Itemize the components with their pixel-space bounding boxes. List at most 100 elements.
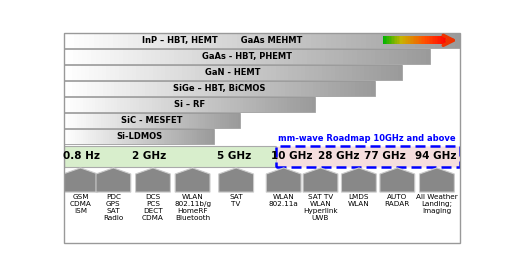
Bar: [64, 97, 315, 112]
Bar: [143, 113, 146, 128]
Bar: [433, 36, 435, 44]
Bar: [103, 129, 105, 144]
Bar: [445, 33, 450, 48]
Bar: [130, 97, 133, 112]
Bar: [390, 65, 394, 80]
Bar: [166, 129, 167, 144]
Bar: [106, 65, 110, 80]
Bar: [246, 81, 250, 96]
Bar: [332, 81, 336, 96]
Bar: [99, 113, 101, 128]
Bar: [301, 65, 305, 80]
Bar: [90, 113, 92, 128]
Bar: [132, 129, 133, 144]
Bar: [141, 113, 143, 128]
Bar: [124, 97, 127, 112]
Bar: [309, 65, 314, 80]
Bar: [73, 49, 78, 64]
Bar: [161, 65, 166, 80]
Bar: [102, 97, 105, 112]
Bar: [180, 113, 183, 128]
Bar: [198, 33, 202, 48]
Bar: [288, 49, 293, 64]
Polygon shape: [175, 168, 210, 192]
Bar: [194, 129, 196, 144]
Bar: [161, 97, 165, 112]
Bar: [240, 97, 243, 112]
Bar: [246, 97, 249, 112]
Bar: [158, 97, 161, 112]
Bar: [390, 36, 392, 44]
Bar: [371, 33, 376, 48]
Bar: [155, 97, 158, 112]
Bar: [256, 97, 259, 112]
Bar: [192, 113, 194, 128]
Bar: [128, 49, 132, 64]
Bar: [384, 36, 386, 44]
Bar: [229, 49, 234, 64]
Bar: [90, 129, 92, 144]
Bar: [199, 65, 203, 80]
Bar: [301, 81, 305, 96]
Bar: [302, 49, 307, 64]
Bar: [211, 129, 213, 144]
Bar: [91, 81, 95, 96]
Bar: [250, 81, 254, 96]
Bar: [398, 49, 403, 64]
Bar: [114, 113, 117, 128]
Bar: [364, 65, 368, 80]
Bar: [193, 97, 196, 112]
Bar: [193, 33, 198, 48]
Bar: [174, 65, 178, 80]
Bar: [405, 36, 406, 44]
Bar: [152, 129, 154, 144]
Bar: [204, 81, 207, 96]
Bar: [123, 49, 128, 64]
Bar: [252, 33, 257, 48]
Bar: [177, 97, 180, 112]
Bar: [111, 129, 113, 144]
Bar: [385, 65, 390, 80]
Bar: [254, 81, 258, 96]
Bar: [250, 65, 254, 80]
Bar: [272, 33, 277, 48]
Bar: [134, 113, 136, 128]
Bar: [243, 81, 246, 96]
Bar: [138, 33, 143, 48]
Bar: [182, 129, 184, 144]
Bar: [297, 81, 301, 96]
Bar: [356, 65, 360, 80]
Bar: [196, 129, 197, 144]
Bar: [326, 33, 331, 48]
Bar: [165, 97, 168, 112]
Bar: [99, 33, 103, 48]
Bar: [202, 97, 205, 112]
Bar: [158, 33, 163, 48]
Bar: [133, 33, 138, 48]
Bar: [390, 33, 396, 48]
Bar: [188, 129, 190, 144]
Bar: [188, 49, 192, 64]
Bar: [293, 49, 297, 64]
Bar: [182, 65, 187, 80]
Bar: [157, 65, 161, 80]
Bar: [386, 33, 390, 48]
Bar: [430, 36, 432, 44]
Polygon shape: [341, 168, 376, 192]
Bar: [212, 97, 215, 112]
Bar: [285, 81, 289, 96]
Bar: [190, 129, 192, 144]
Bar: [130, 129, 132, 144]
Bar: [169, 81, 173, 96]
Bar: [110, 49, 114, 64]
Bar: [142, 49, 146, 64]
Bar: [110, 65, 114, 80]
Bar: [211, 49, 215, 64]
Bar: [361, 49, 366, 64]
Bar: [284, 49, 288, 64]
Bar: [86, 97, 89, 112]
Bar: [127, 97, 130, 112]
Bar: [410, 33, 415, 48]
Bar: [216, 65, 220, 80]
Bar: [150, 113, 152, 128]
